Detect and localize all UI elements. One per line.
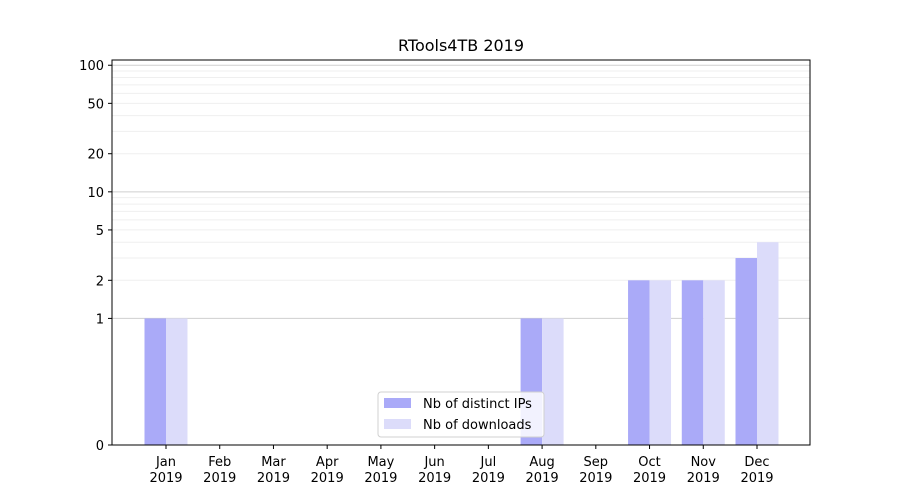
chart-title: RTools4TB 2019 <box>398 36 524 55</box>
y-tick-label: 10 <box>87 186 104 201</box>
x-tick-label-month: Sep <box>584 455 609 470</box>
x-tick-label-year: 2019 <box>687 471 720 486</box>
x-tick-label-year: 2019 <box>149 471 182 486</box>
bar-downloads <box>649 280 672 445</box>
x-tick-label-month: Oct <box>638 455 660 470</box>
x-tick-label-year: 2019 <box>257 471 290 486</box>
legend-swatch <box>384 398 411 408</box>
bar-distinct-ips <box>735 258 757 445</box>
x-tick-label-month: Aug <box>529 455 554 470</box>
x-tick-label-year: 2019 <box>203 471 236 486</box>
legend-swatch <box>384 419 411 429</box>
x-tick-label-year: 2019 <box>633 471 666 486</box>
bar-downloads <box>542 318 564 445</box>
y-tick-label: 5 <box>96 224 104 239</box>
bars <box>144 242 779 445</box>
legend-label: Nb of distinct IPs <box>423 397 532 412</box>
legend: Nb of distinct IPs Nb of downloads <box>377 391 545 438</box>
x-tick-label-year: 2019 <box>364 471 397 486</box>
bar-distinct-ips <box>681 280 704 445</box>
bar-downloads <box>757 242 779 445</box>
grid <box>112 64 810 319</box>
bar-downloads <box>166 318 188 445</box>
x-tick-label-month: Mar <box>261 455 286 470</box>
x-tick-label-month: Jan <box>155 455 176 470</box>
x-tick-label-month: Dec <box>744 455 769 470</box>
x-axis: Jan2019Feb2019Mar2019Apr2019May2019Jun20… <box>149 445 774 486</box>
y-tick-label: 50 <box>87 97 104 112</box>
x-tick-label-year: 2019 <box>418 471 451 486</box>
legend-box <box>377 391 545 438</box>
x-tick-label-year: 2019 <box>740 471 773 486</box>
plot-frame <box>111 59 811 446</box>
y-tick-label: 2 <box>96 274 104 289</box>
y-tick-label: 0 <box>96 439 104 454</box>
x-tick-label-month: Apr <box>316 455 339 470</box>
bar-downloads <box>703 280 725 445</box>
x-tick-label-month: Nov <box>691 455 717 470</box>
x-tick-label-month: Jun <box>423 455 444 470</box>
x-tick-label-year: 2019 <box>311 471 344 486</box>
x-tick-label-year: 2019 <box>472 471 505 486</box>
x-tick-label-month: May <box>367 455 394 470</box>
y-tick-label: 20 <box>87 148 104 163</box>
legend-label: Nb of downloads <box>423 418 532 433</box>
x-tick-label-month: Jul <box>480 455 497 470</box>
x-tick-label-year: 2019 <box>579 471 612 486</box>
bar-distinct-ips <box>628 280 650 445</box>
x-tick-label-month: Feb <box>208 455 231 470</box>
y-tick-label: 1 <box>96 312 104 327</box>
y-axis: 0 1 2 5 10 20 50 100 <box>79 59 112 454</box>
y-tick-label: 100 <box>79 59 104 74</box>
bar-distinct-ips <box>144 318 166 445</box>
x-tick-label-year: 2019 <box>526 471 559 486</box>
